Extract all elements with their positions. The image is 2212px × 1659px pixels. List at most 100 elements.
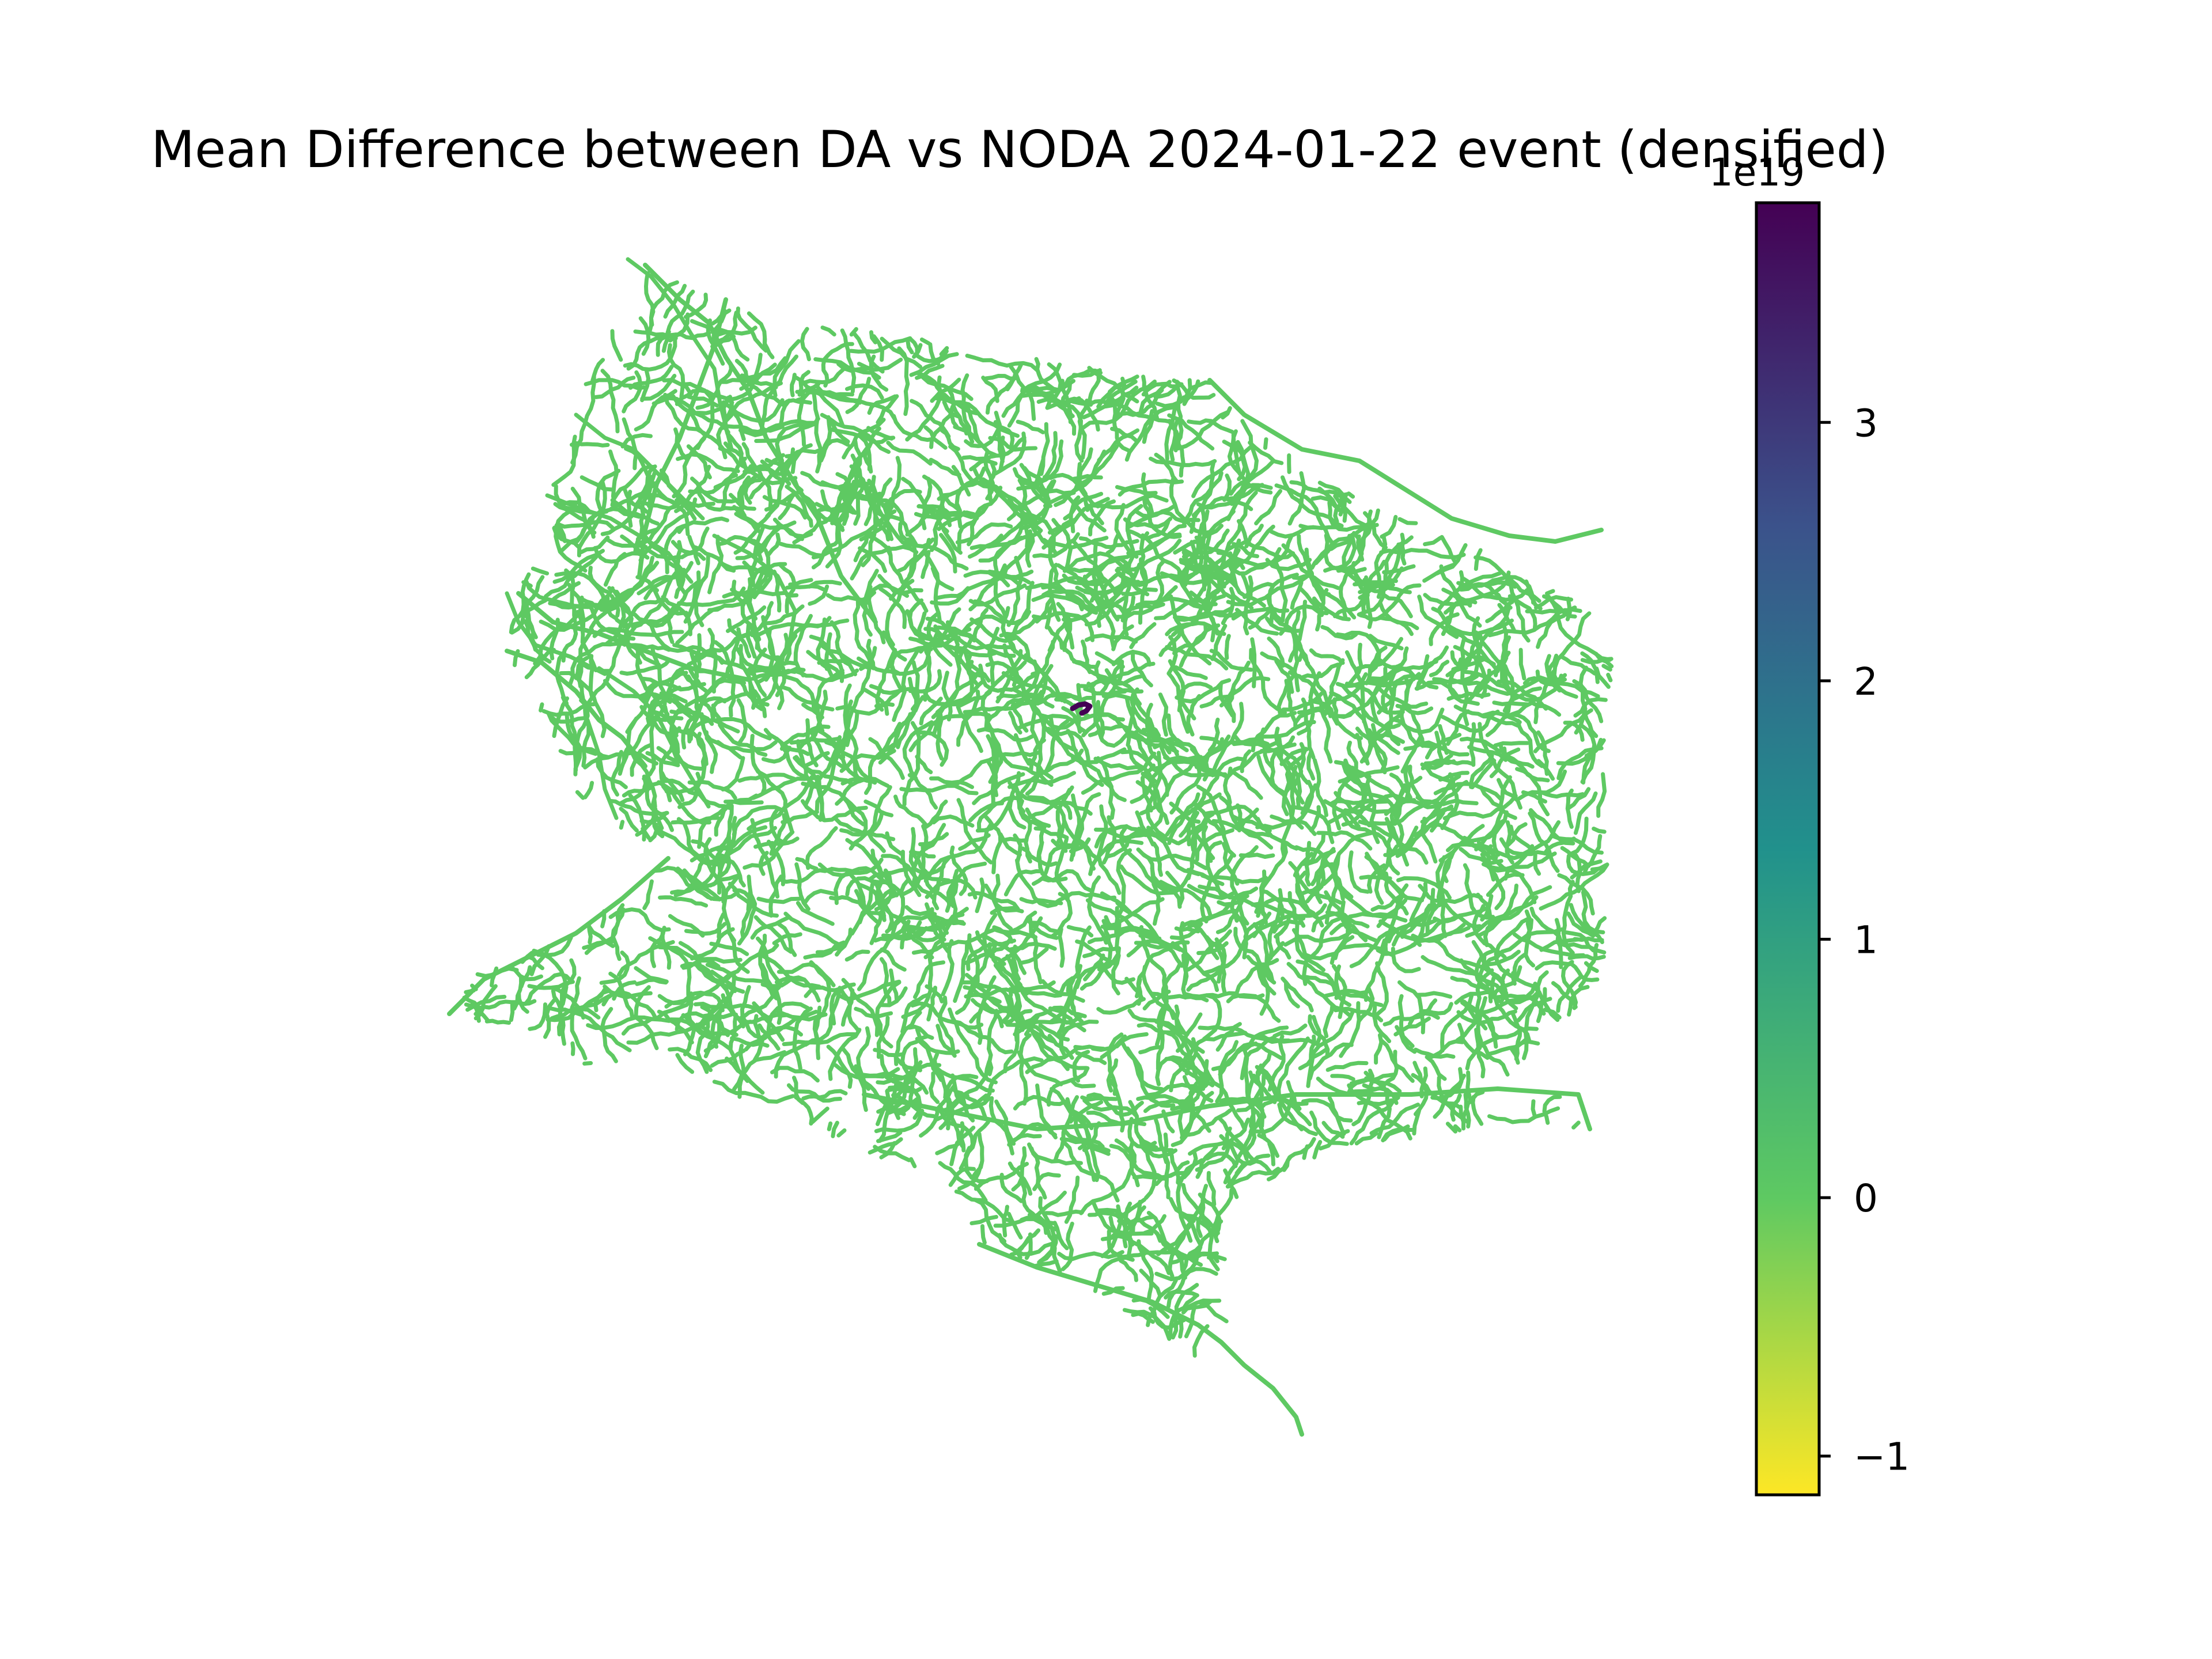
river-segment (1426, 1039, 1464, 1060)
river-segment (1367, 728, 1388, 771)
river-segment (1175, 678, 1232, 704)
river-segment (1092, 1201, 1154, 1236)
river-segment (1288, 861, 1343, 905)
river-segment (1060, 1221, 1074, 1271)
river-segment (1284, 982, 1300, 1009)
river-segment (869, 910, 883, 945)
river-segment (721, 876, 739, 943)
river-segment (574, 1011, 632, 1052)
river-segment (609, 594, 620, 618)
river-segment (1040, 979, 1085, 1003)
river-segment (1482, 918, 1534, 967)
river-segment (1153, 737, 1208, 772)
river-segment (1186, 816, 1210, 880)
river-segment (1254, 1092, 1296, 1134)
river-segment (1460, 638, 1469, 726)
river-segment (1139, 755, 1203, 816)
river-segment (1016, 419, 1045, 434)
river-segment (1072, 703, 1082, 734)
river-segment (1453, 1124, 1462, 1132)
river-segment (879, 900, 934, 960)
river-segment (749, 447, 796, 499)
river-segment (1567, 984, 1590, 1017)
river-segment (696, 633, 702, 672)
river-segment (779, 867, 832, 884)
river-segment (1301, 697, 1316, 760)
river-segment (1370, 883, 1409, 912)
river-segment (786, 1083, 843, 1103)
river-segment (777, 922, 797, 957)
river-segment (1066, 729, 1104, 787)
river-segment (736, 306, 768, 353)
river-segment (1064, 1175, 1080, 1224)
river-segment (1425, 753, 1453, 770)
river-segment (1023, 1005, 1087, 1024)
river-segment (1240, 1035, 1277, 1081)
river-segment (939, 346, 949, 357)
outlier-segment (1070, 701, 1093, 716)
river-segment (622, 370, 642, 414)
river-segment (1024, 1232, 1033, 1260)
river-segment (1088, 499, 1116, 537)
river-segment (1012, 687, 1078, 753)
river-segment (815, 482, 866, 512)
river-segment (1266, 1137, 1316, 1181)
river-segment (1192, 801, 1226, 837)
river-segment (857, 357, 903, 372)
river-segment (705, 963, 764, 983)
river-segment (1075, 1051, 1107, 1065)
river-segment (750, 915, 790, 940)
river-segment (887, 546, 929, 613)
river-segment (1529, 906, 1563, 945)
river-segment (1583, 834, 1603, 874)
river-segment (1075, 585, 1122, 596)
river-segment (1215, 1040, 1239, 1104)
river-segment (919, 607, 961, 654)
river-segment (892, 648, 920, 722)
river-segment (1029, 1146, 1047, 1200)
river-segment (1179, 560, 1238, 589)
river-segment (1134, 946, 1173, 998)
river-segment (1256, 897, 1312, 918)
river-segment (1123, 595, 1136, 637)
river-segment (873, 1145, 911, 1162)
river-segment (1487, 1106, 1560, 1124)
river-segment (1226, 1166, 1281, 1189)
river-segment (982, 912, 998, 946)
river-segment (1272, 1023, 1308, 1038)
river-segment (864, 740, 901, 795)
river-segment (687, 991, 694, 1022)
river-segment (1594, 666, 1611, 689)
river-segment (1260, 651, 1300, 692)
river-segment (1206, 1255, 1227, 1262)
river-segment (669, 708, 681, 767)
river-segment (1486, 872, 1525, 897)
river-segment (1240, 483, 1273, 493)
river-segment (1478, 722, 1518, 801)
river-segment (967, 486, 1003, 547)
river-segment (842, 796, 866, 827)
river-segment (1546, 594, 1612, 662)
river-segment (984, 696, 1027, 730)
river-segment (681, 958, 721, 970)
river-segment (743, 478, 762, 505)
river-segment (1003, 1009, 1033, 1025)
river-segment (1435, 855, 1446, 907)
river-segment (1058, 927, 1065, 968)
river-segment (809, 960, 831, 1014)
river-segment (1308, 699, 1339, 726)
river-segment (994, 519, 1025, 544)
river-segment (1415, 991, 1453, 999)
river-segment (737, 891, 757, 946)
river-segment (1095, 571, 1120, 622)
river-segment (1265, 558, 1312, 571)
river-segment (1445, 1122, 1458, 1134)
river-segment (956, 798, 993, 865)
river-segment (664, 990, 725, 1013)
river-segment (579, 535, 610, 555)
river-segment (635, 807, 658, 837)
river-segment (1038, 1196, 1056, 1256)
river-tributary (545, 493, 694, 584)
river-segment (1422, 563, 1456, 583)
river-segment (1330, 922, 1368, 942)
